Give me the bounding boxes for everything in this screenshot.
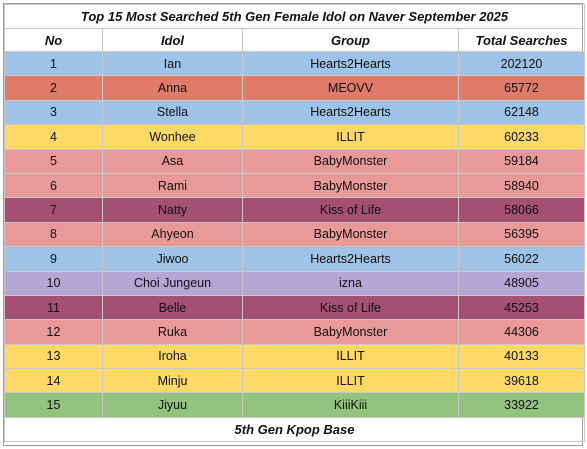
table-row: 8 Ahyeon BabyMonster 56395 xyxy=(4,221,586,248)
cell-no: 15 xyxy=(4,392,103,418)
table-row: 13 Iroha ILLIT 40133 xyxy=(4,343,586,370)
ranking-table: Top 15 Most Searched 5th Gen Female Idol… xyxy=(3,4,586,442)
cell-no: 1 xyxy=(4,50,103,77)
cell-idol: Minju xyxy=(102,368,243,394)
cell-group: Kiss of Life xyxy=(242,197,459,223)
cell-group: BabyMonster xyxy=(242,319,459,345)
cell-group: BabyMonster xyxy=(242,148,459,174)
cell-total-searches: 59184 xyxy=(457,148,586,174)
cell-total-searches: 48905 xyxy=(457,270,586,296)
cell-group: Hearts2Hearts xyxy=(242,246,459,272)
cell-idol: Natty xyxy=(102,197,243,223)
cell-total-searches: 202120 xyxy=(457,50,586,77)
cell-total-searches: 62148 xyxy=(457,99,586,126)
cell-total-searches: 60233 xyxy=(457,124,586,150)
cell-group: Hearts2Hearts xyxy=(242,50,459,77)
cell-idol: Ahyeon xyxy=(102,221,243,248)
cell-group: Hearts2Hearts xyxy=(242,99,459,126)
cell-idol: Jiyuu xyxy=(102,392,243,418)
column-header-no: No xyxy=(4,28,103,52)
cell-no: 8 xyxy=(4,221,103,248)
cell-total-searches: 44306 xyxy=(457,319,586,345)
ranking-table-sheet: Top 15 Most Searched 5th Gen Female Idol… xyxy=(3,3,586,446)
cell-group: BabyMonster xyxy=(242,221,459,248)
cell-no: 4 xyxy=(4,124,103,150)
table-row: 14 Minju ILLIT 39618 xyxy=(4,368,586,394)
cell-total-searches: 45253 xyxy=(457,294,586,321)
cell-total-searches: 39618 xyxy=(457,368,586,394)
cell-group: BabyMonster xyxy=(242,172,459,199)
cell-group: Kiss of Life xyxy=(242,294,459,321)
cell-idol: Asa xyxy=(102,148,243,174)
column-header-total-searches: Total Searches xyxy=(457,28,586,52)
cell-idol: Wonhee xyxy=(102,124,243,150)
cell-no: 12 xyxy=(4,319,103,345)
table-row: 6 Rami BabyMonster 58940 xyxy=(4,172,586,199)
cell-total-searches: 65772 xyxy=(457,75,586,101)
cell-no: 6 xyxy=(4,172,103,199)
cell-total-searches: 56395 xyxy=(457,221,586,248)
cell-no: 5 xyxy=(4,148,103,174)
table-row: 9 Jiwoo Hearts2Hearts 56022 xyxy=(4,246,586,272)
table-row: 5 Asa BabyMonster 59184 xyxy=(4,148,586,174)
cell-group: izna xyxy=(242,270,459,296)
cell-idol: Anna xyxy=(102,75,243,101)
cell-no: 3 xyxy=(4,99,103,126)
cell-no: 10 xyxy=(4,270,103,296)
cell-idol: Choi Jungeun xyxy=(102,270,243,296)
cell-no: 14 xyxy=(4,368,103,394)
table-row: 12 Ruka BabyMonster 44306 xyxy=(4,319,586,345)
cell-total-searches: 58066 xyxy=(457,197,586,223)
cell-group: ILLIT xyxy=(242,368,459,394)
cell-no: 9 xyxy=(4,246,103,272)
table-row: 10 Choi Jungeun izna 48905 xyxy=(4,270,586,296)
table-row: 3 Stella Hearts2Hearts 62148 xyxy=(4,99,586,126)
cell-no: 2 xyxy=(4,75,103,101)
cell-idol: Iroha xyxy=(102,343,243,370)
table-row: 2 Anna MEOVV 65772 xyxy=(4,75,586,101)
cell-total-searches: 40133 xyxy=(457,343,586,370)
cell-total-searches: 58940 xyxy=(457,172,586,199)
table-row: 4 Wonhee ILLIT 60233 xyxy=(4,124,586,150)
cell-idol: Ruka xyxy=(102,319,243,345)
cell-total-searches: 33922 xyxy=(457,392,586,418)
cell-total-searches: 56022 xyxy=(457,246,586,272)
column-header-group: Group xyxy=(242,28,459,52)
table-title: Top 15 Most Searched 5th Gen Female Idol… xyxy=(3,4,586,29)
table-row: 1 Ian Hearts2Hearts 202120 xyxy=(4,50,586,77)
table-row: 15 Jiyuu KiiiKiii 33922 xyxy=(4,392,586,418)
cell-idol: Jiwoo xyxy=(102,246,243,272)
cell-idol: Ian xyxy=(102,50,243,77)
cell-group: ILLIT xyxy=(242,343,459,370)
cell-idol: Rami xyxy=(102,172,243,199)
cell-idol: Stella xyxy=(102,99,243,126)
column-header-idol: Idol xyxy=(102,28,243,52)
cell-idol: Belle xyxy=(102,294,243,321)
table-row: 11 Belle Kiss of Life 45253 xyxy=(4,294,586,321)
cell-group: ILLIT xyxy=(242,124,459,150)
cell-group: KiiiKiii xyxy=(242,392,459,418)
table-footer-credit: 5th Gen Kpop Base xyxy=(3,416,586,442)
cell-group: MEOVV xyxy=(242,75,459,101)
cell-no: 7 xyxy=(4,197,103,223)
cell-no: 11 xyxy=(4,294,103,321)
cell-no: 13 xyxy=(4,343,103,370)
table-row: 7 Natty Kiss of Life 58066 xyxy=(4,197,586,223)
